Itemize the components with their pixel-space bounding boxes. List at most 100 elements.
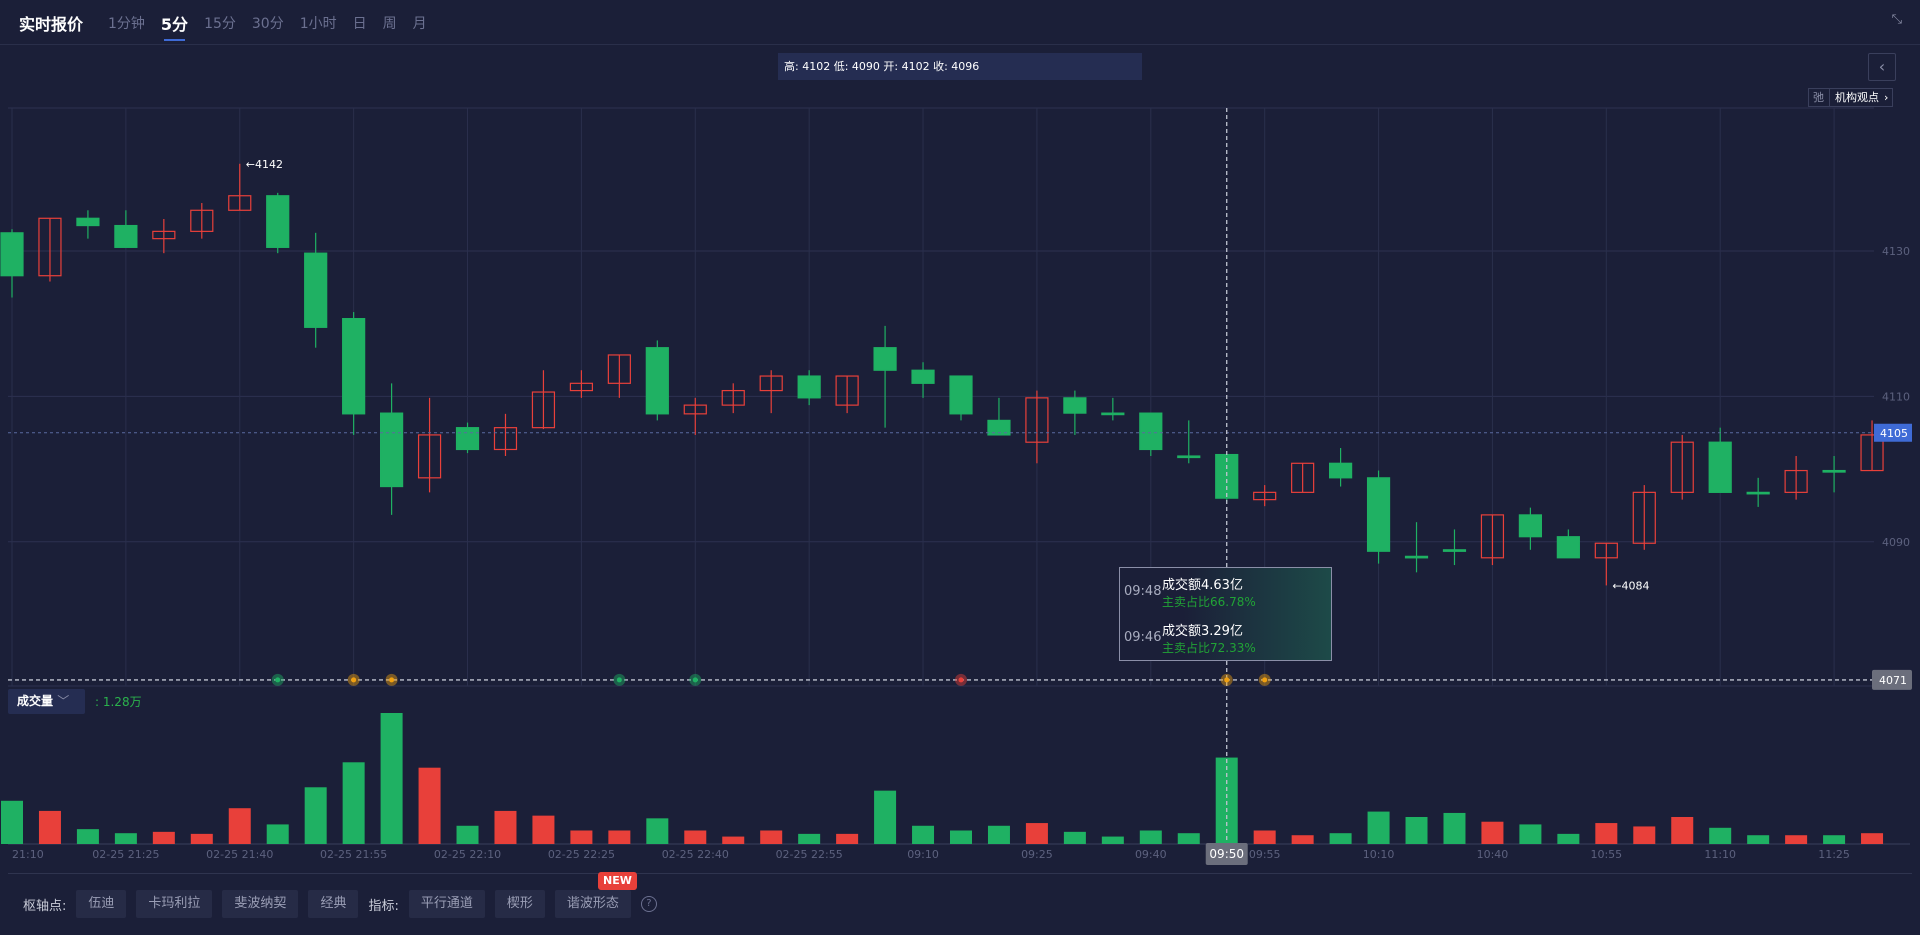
candle-up	[1632, 491, 1656, 544]
x-tick-label: 09:10	[907, 848, 939, 861]
candle-down	[911, 369, 935, 384]
volume-bar	[646, 818, 669, 844]
volume-bar	[190, 833, 213, 844]
tab-0[interactable]: 1分钟	[108, 16, 145, 32]
candle-down	[1404, 555, 1429, 559]
tooltip-ratio: 主卖占比72.33%	[1162, 641, 1256, 655]
candle-up	[1860, 434, 1884, 472]
volume-bar	[1329, 833, 1352, 844]
volume-bar	[1709, 827, 1732, 844]
footer-toolbar: 枢轴点: 伍迪 卡玛利拉 斐波纳契 经典 指标: 平行通道 楔形 谐波形态 NEW…	[23, 872, 657, 918]
volume-bar	[1861, 833, 1884, 844]
candle-down	[342, 318, 366, 415]
candle-down	[0, 232, 24, 277]
candle-up	[493, 427, 518, 451]
candle-up	[1253, 491, 1277, 501]
volume-bar	[1291, 835, 1314, 844]
candle-up	[417, 434, 442, 479]
candle-up	[228, 195, 252, 211]
institution-view-button[interactable]: 弛 机构观点 ›	[1808, 88, 1894, 107]
indicator-label: 指标:	[368, 898, 399, 914]
ohlc-readout: 高: 4102 低: 4090 开: 4102 收: 4096	[778, 53, 1142, 80]
new-badge: NEW	[598, 872, 637, 890]
tab-3[interactable]: 30分	[251, 16, 284, 32]
tab-7[interactable]: 月	[412, 16, 427, 32]
volume-bar	[114, 833, 137, 844]
volume-bar	[1367, 811, 1390, 844]
x-tick-label: 11:25	[1818, 848, 1850, 861]
price-annotation: ←4142	[246, 158, 283, 171]
tab-5[interactable]: 日	[352, 16, 367, 32]
candle-up	[1480, 514, 1505, 559]
chevron-down-icon: ﹀	[57, 694, 70, 708]
volume-bar	[608, 830, 631, 844]
volume-bar	[380, 713, 403, 844]
candle-down	[76, 217, 100, 227]
x-tick-label: 09:25	[1021, 848, 1053, 861]
candle-down	[114, 224, 138, 248]
volume-bar	[798, 833, 821, 844]
volume-bar	[304, 787, 327, 844]
event-marker-dot	[351, 677, 357, 683]
candle-down	[949, 375, 973, 415]
chevron-right-icon: ›	[1884, 91, 1889, 104]
volume-bar	[1443, 812, 1466, 844]
help-icon[interactable]: ?	[640, 896, 657, 912]
page-title: 实时报价	[19, 15, 84, 34]
candle-up	[607, 354, 631, 384]
candle-down	[987, 419, 1011, 436]
volume-bar	[874, 790, 897, 844]
crosshair-price-label: 4071	[1879, 674, 1907, 687]
volume-bar	[987, 825, 1010, 844]
volume-bar	[1481, 821, 1504, 844]
tab-1[interactable]: 5分	[161, 11, 188, 41]
event-marker-dot	[958, 677, 964, 683]
tab-6[interactable]: 周	[382, 16, 397, 32]
volume-bar	[1, 800, 23, 844]
candle-up	[190, 209, 214, 232]
x-tick-label: 11:10	[1704, 848, 1736, 861]
event-marker-dot	[1262, 677, 1268, 683]
collapse-panel-button[interactable]: ‹	[1868, 53, 1896, 81]
indicator-button[interactable]: 平行通道	[408, 890, 485, 918]
pivot-button[interactable]: 伍迪	[76, 890, 127, 918]
interval-tabs: 1分钟 5分 15分 30分 1小时日周月	[108, 11, 427, 41]
volume-bar	[1595, 823, 1618, 844]
candle-down	[304, 252, 328, 328]
volume-bar	[228, 808, 251, 844]
candle-up	[38, 217, 62, 277]
candle-up	[1025, 397, 1049, 443]
x-tick-label: 02-25 21:55	[320, 848, 387, 861]
volume-bar	[1177, 833, 1200, 844]
x-tick-label: 10:55	[1590, 848, 1622, 861]
volume-bar	[1405, 816, 1428, 844]
y-tick-label: 4110	[1882, 390, 1910, 403]
candle-up	[1670, 441, 1694, 493]
shrink-arrows-icon[interactable]: ⤡	[1891, 12, 1902, 27]
tooltip: 09:48 成交额4.63亿 主卖占比66.78% 09:46 成交额3.29亿…	[1119, 567, 1332, 661]
pivot-button[interactable]: 卡玛利拉	[136, 890, 213, 918]
candle-down	[1442, 549, 1467, 552]
candle-down	[380, 412, 404, 488]
pivot-button[interactable]: 斐波纳契	[222, 890, 299, 918]
candle-down	[1139, 412, 1163, 451]
x-tick-label: 02-25 22:10	[434, 848, 501, 861]
x-tick-label: 09:55	[1249, 848, 1281, 861]
volume-bar	[1063, 831, 1086, 844]
candle-down	[1746, 491, 1770, 495]
pivot-button[interactable]: 经典	[308, 890, 359, 918]
tab-4[interactable]: 1小时	[299, 16, 337, 32]
candle-up	[1291, 462, 1315, 493]
indicator-button-harmonic[interactable]: 谐波形态 NEW	[554, 872, 637, 918]
volume-bar	[684, 830, 707, 844]
x-tick-label: 09:40	[1135, 848, 1167, 861]
tab-2[interactable]: 15分	[204, 16, 236, 32]
indicator-button[interactable]: 楔形	[494, 890, 545, 918]
header: 实时报价 1分钟 5分 15分 30分 1小时日周月 ⤡	[0, 0, 1920, 45]
candle-up	[683, 404, 707, 415]
volume-bar	[38, 810, 61, 844]
volume-indicator-select[interactable]: 成交量 ﹀	[8, 689, 85, 714]
volume-bar	[722, 836, 745, 844]
x-tick-label: 02-25 22:40	[662, 848, 729, 861]
